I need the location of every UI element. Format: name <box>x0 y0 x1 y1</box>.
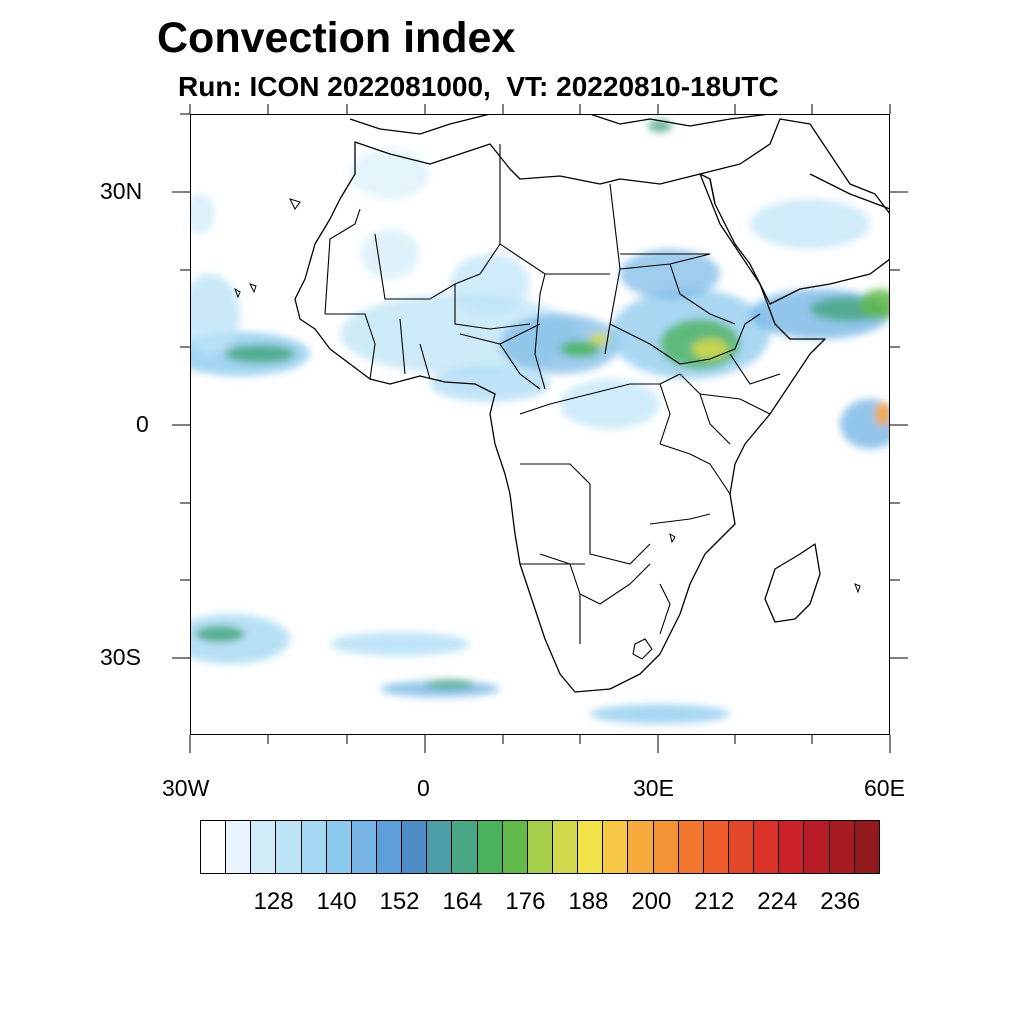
chart-subtitle: Run: ICON 2022081000, VT: 20220810-18UTC <box>178 71 779 102</box>
colorbar-swatch <box>201 821 227 873</box>
colorbar-swatch <box>628 821 654 873</box>
colorbar-tick-label: 164 <box>442 888 483 915</box>
country-borders <box>324 144 781 660</box>
colorbar-swatch <box>653 821 679 873</box>
colorbar-swatch <box>804 821 830 873</box>
colorbar-tick-label: 152 <box>379 888 420 915</box>
colorbar-swatch <box>226 821 252 873</box>
colorbar-swatch <box>603 821 629 873</box>
colorbar-tick-label: 236 <box>820 888 861 915</box>
colorbar-swatch <box>502 821 528 873</box>
coastlines <box>294 114 890 693</box>
colorbar-swatch <box>351 821 377 873</box>
x-label-60e: 60E <box>864 775 905 801</box>
colorbar-swatch <box>402 821 428 873</box>
colorbar-swatch <box>829 821 855 873</box>
y-label-30s: 30S <box>100 644 141 670</box>
colorbar-swatch <box>527 821 553 873</box>
colorbar-swatch <box>578 821 604 873</box>
islands <box>234 198 861 594</box>
colorbar-swatch <box>728 821 755 873</box>
colorbar <box>200 820 880 874</box>
colorbar-swatch <box>301 821 327 873</box>
colorbar-tick-label: 140 <box>316 888 357 915</box>
colorbar-swatch <box>477 821 503 873</box>
colorbar-tick-label: 128 <box>253 888 294 915</box>
colorbar-swatch <box>703 821 729 873</box>
chart-title: Convection index <box>157 14 516 62</box>
y-label-0: 0 <box>136 411 149 437</box>
map-plot-area <box>190 114 890 735</box>
colorbar-swatch <box>754 821 780 873</box>
colorbar-tick-label: 212 <box>694 888 735 915</box>
colorbar-swatch <box>251 821 277 873</box>
colorbar-tick-label: 176 <box>505 888 546 915</box>
x-label-0: 0 <box>417 775 430 801</box>
colorbar-swatch <box>427 821 453 873</box>
colorbar-swatch <box>276 821 302 873</box>
colorbar-swatch <box>452 821 478 873</box>
y-label-30n: 30N <box>100 178 143 204</box>
colorbar-swatch <box>376 821 403 873</box>
colorbar-tick-label: 224 <box>757 888 798 915</box>
x-label-30w: 30W <box>162 775 210 801</box>
colorbar-swatch <box>854 821 879 873</box>
map-svg <box>190 114 890 724</box>
colorbar-swatch <box>552 821 579 873</box>
colorbar-swatch <box>779 821 805 873</box>
colorbar-tick-label: 200 <box>631 888 672 915</box>
x-label-30e: 30E <box>633 775 674 801</box>
colorbar-tick-label: 188 <box>568 888 609 915</box>
colorbar-swatch <box>326 821 352 873</box>
colorbar-swatch <box>678 821 704 873</box>
